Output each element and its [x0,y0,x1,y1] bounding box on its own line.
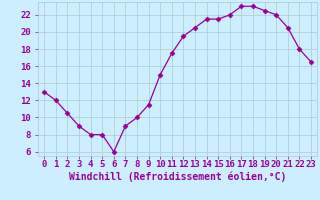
X-axis label: Windchill (Refroidissement éolien,°C): Windchill (Refroidissement éolien,°C) [69,172,286,182]
